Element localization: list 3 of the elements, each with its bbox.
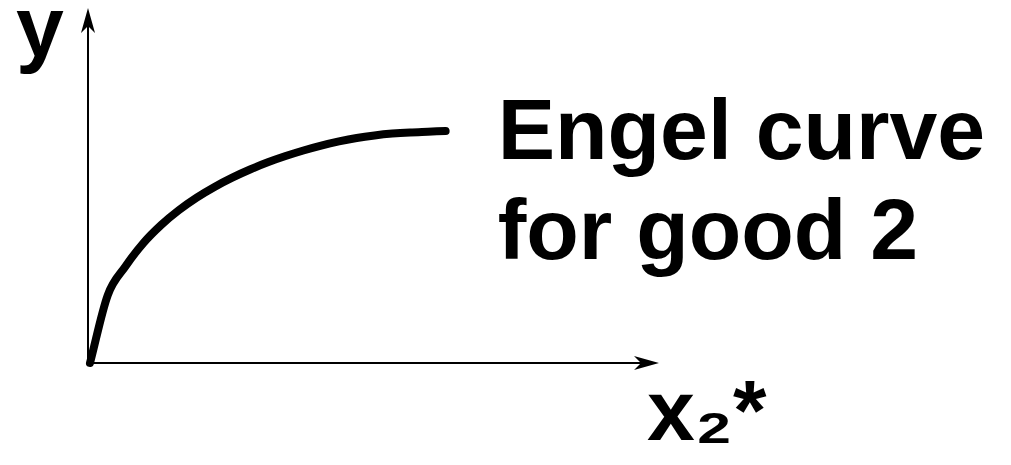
series-label: Engel curve for good 2	[497, 81, 986, 277]
y-axis-title: y	[16, 0, 65, 74]
x-axis-title: x₂*	[647, 362, 768, 458]
